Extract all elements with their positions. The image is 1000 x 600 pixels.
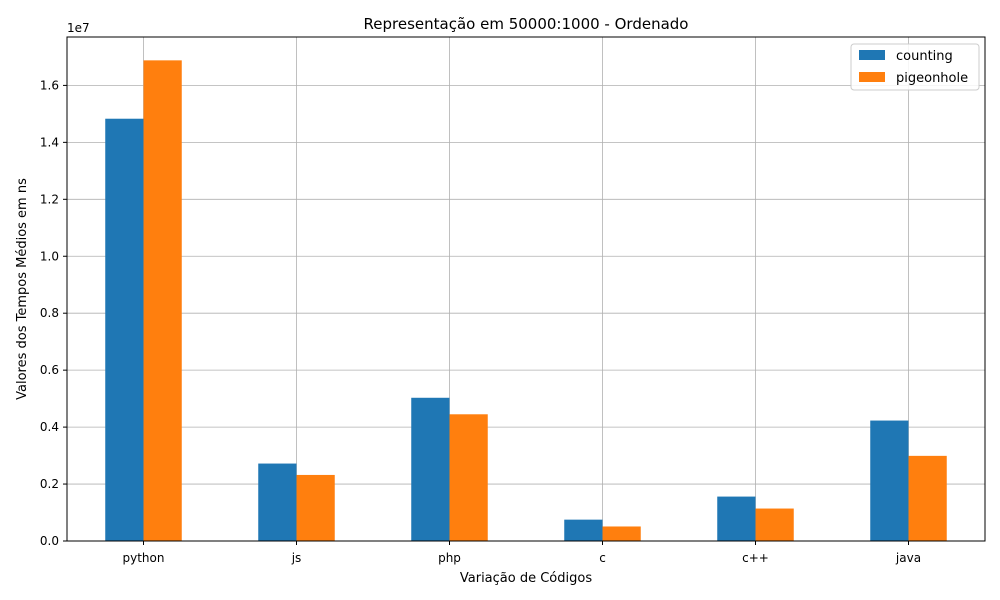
legend-label-pigeonhole: pigeonhole [896,71,968,86]
y-tick-label: 0.4 [40,420,59,434]
bar-pigeonhole-python [143,60,182,541]
bar-pigeonhole-java [908,455,947,541]
y-tick-label: 0.2 [40,477,59,491]
x-tick-label-js: js [291,551,302,565]
x-tick-label-php: php [438,551,461,565]
x-axis-label: Variação de Códigos [460,571,592,586]
bar-counting-c [564,519,603,541]
bar-pigeonhole-php [449,414,488,541]
plot-frame [66,36,986,542]
bar-counting-python [105,118,144,541]
chart-title: Representação em 50000:1000 - Ordenado [364,15,689,33]
bar-pigeonhole-c++ [755,508,794,541]
x-tick-label-c: c [599,551,606,565]
y-tick-label: 1.2 [40,192,59,206]
y-tick-label: 0.8 [40,306,59,320]
bar-counting-c++ [717,496,756,541]
y-axis-label: Valores dos Tempos Médios em ns [15,178,30,400]
y-axis-multiplier: 1e7 [67,21,90,35]
y-tick-label: 0.6 [40,363,59,377]
bar-counting-js [258,463,297,541]
legend-swatch-counting [859,50,885,60]
x-tick-label-java: java [895,551,921,565]
x-tick-label-python: python [123,551,165,565]
axis-ticks: 0.0 0.2 0.4 0.6 0.8 1.0 1.2 1.4 1.6 python js php c c… [40,78,921,565]
bar-counting-php [411,397,450,541]
bar-pigeonhole-c [602,526,641,541]
plot-area [67,37,985,541]
bars [105,60,947,541]
legend: counting pigeonhole [850,43,980,91]
legend-swatch-pigeonhole [859,72,885,82]
y-tick-label: 0.0 [40,534,59,548]
y-tick-label: 1.0 [40,249,59,263]
bar-counting-java [870,420,909,541]
y-tick-label: 1.6 [40,78,59,92]
x-tick-label-c++: c++ [742,551,769,565]
y-tick-label: 1.4 [40,135,59,149]
legend-label-counting: counting [896,49,953,64]
bar-pigeonhole-js [296,474,335,541]
